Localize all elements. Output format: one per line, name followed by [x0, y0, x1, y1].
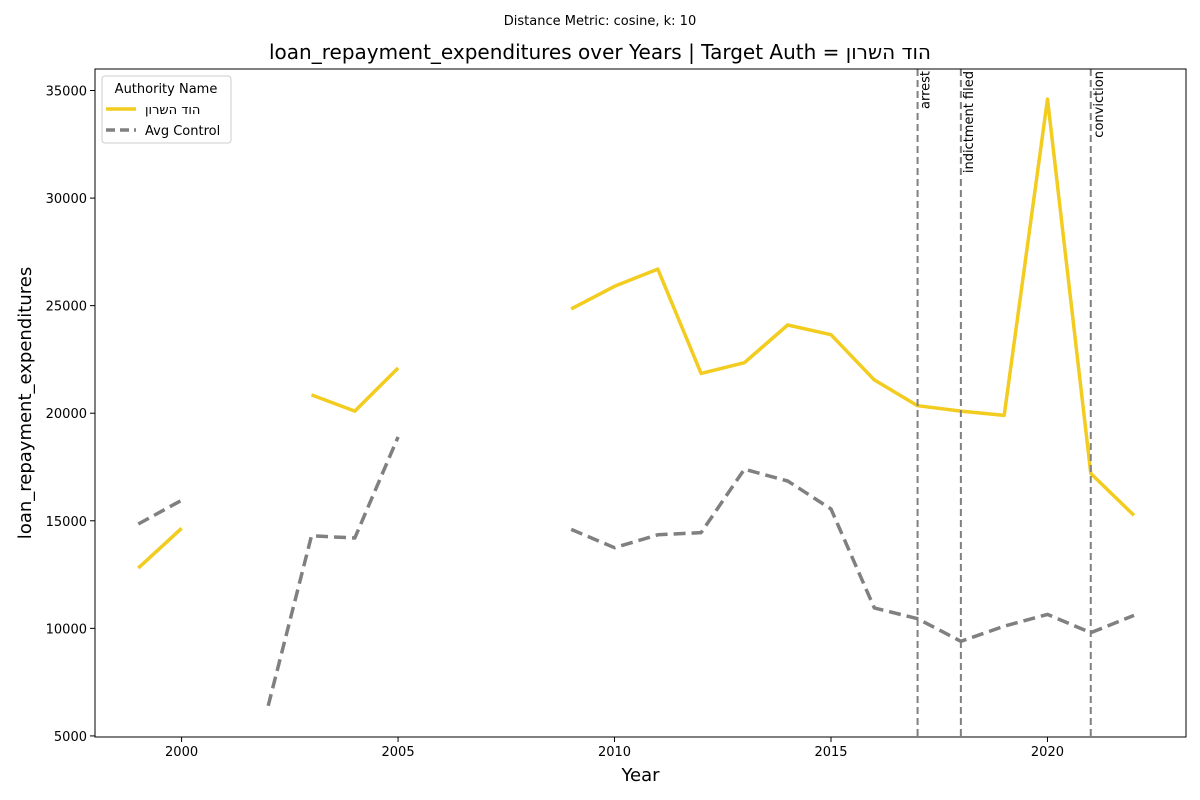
- y-tick-label-0: 5000: [54, 730, 87, 745]
- legend: Authority Name הוד השרון Avg Control: [101, 75, 232, 144]
- series-0-segment-2: [570, 97, 1136, 517]
- x-axis-label: Year: [620, 765, 660, 786]
- event-label-2: conviction: [1092, 71, 1107, 138]
- series-1-segment-0: [137, 498, 183, 526]
- event-label-1: indictment filed: [962, 71, 977, 173]
- x-tick-label-3: 2015: [814, 745, 847, 760]
- y-tick-label-5: 30000: [46, 192, 87, 207]
- series-layer: [137, 97, 1136, 707]
- y-axis-label: loan_repayment_expenditures: [15, 267, 36, 539]
- series-0-segment-1: [310, 366, 400, 413]
- series-1-segment-2: [570, 467, 1135, 644]
- y-tick-label-6: 35000: [46, 85, 87, 100]
- series-1-segment-1: [266, 436, 400, 707]
- legend-title: Authority Name: [115, 82, 218, 97]
- chart-title: loan_repayment_expenditures over Years |…: [269, 40, 931, 64]
- plot-area-frame: [94, 68, 1187, 738]
- x-tick-label-2: 2010: [598, 745, 631, 760]
- x-tick-label-0: 2000: [165, 745, 198, 760]
- legend-box: [101, 75, 232, 144]
- y-tick-label-4: 25000: [46, 300, 87, 315]
- x-tick-label-4: 2020: [1031, 745, 1064, 760]
- legend-label-1: Avg Control: [145, 124, 220, 139]
- x-tick-label-1: 2005: [382, 745, 415, 760]
- axes-layer: 2000 2005 2010 2015 2020 5000 10000 15000 20000 2…: [15, 85, 1064, 786]
- series-0-segment-0: [137, 527, 183, 570]
- chart-suptitle: Distance Metric: cosine, k: 10: [503, 14, 697, 29]
- y-tick-label-1: 10000: [46, 622, 87, 637]
- legend-label-0: הוד השרון: [145, 103, 200, 118]
- event-markers-layer: arrest indictment filed conviction: [916, 69, 1107, 737]
- event-label-0: arrest: [919, 71, 934, 109]
- y-tick-label-2: 15000: [46, 515, 87, 530]
- y-tick-label-3: 20000: [46, 407, 87, 422]
